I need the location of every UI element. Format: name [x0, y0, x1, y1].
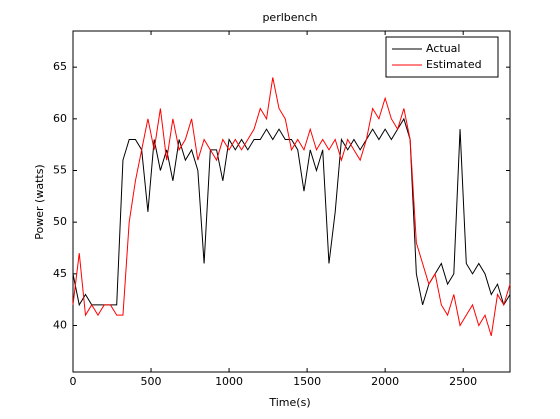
y-tick-label: 40 [53, 319, 67, 332]
legend-box [385, 36, 499, 78]
x-axis-label: Time(s) [268, 396, 310, 409]
legend-label: Estimated [426, 58, 482, 71]
y-tick-label: 65 [53, 60, 67, 73]
y-axis-label: Power (watts) [33, 164, 46, 239]
legend-label: Actual [426, 42, 460, 55]
y-tick-label: 55 [53, 164, 67, 177]
y-tick-label: 50 [53, 215, 67, 228]
x-tick-label: 0 [70, 375, 77, 388]
data-line [72, 77, 511, 336]
y-tick-label: 60 [53, 112, 67, 125]
plot-area [72, 30, 511, 373]
chart-title: perlbench [262, 11, 317, 24]
x-tick-label: 2500 [449, 375, 477, 388]
x-tick-label: 1500 [293, 375, 321, 388]
x-tick-label: 2000 [371, 375, 399, 388]
x-tick-label: 1000 [215, 375, 243, 388]
data-line [72, 117, 511, 307]
y-tick-label: 45 [53, 267, 67, 280]
x-tick-label: 500 [141, 375, 162, 388]
